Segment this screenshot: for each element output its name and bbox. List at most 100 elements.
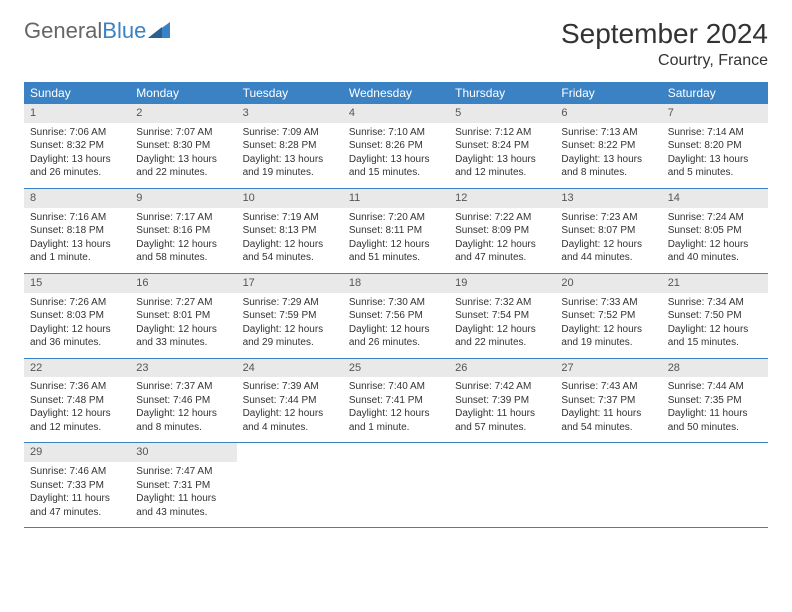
sunrise-text: Sunrise: 7:40 AM xyxy=(349,380,443,394)
day-body: Sunrise: 7:27 AMSunset: 8:01 PMDaylight:… xyxy=(130,293,236,358)
daylight-line2: and 12 minutes. xyxy=(30,421,124,435)
daylight-line1: Daylight: 13 hours xyxy=(30,238,124,252)
day-number: 8 xyxy=(24,189,130,208)
calendar-day-cell xyxy=(237,443,343,528)
day-number: 22 xyxy=(24,359,130,378)
day-number: 3 xyxy=(237,104,343,123)
daylight-line2: and 29 minutes. xyxy=(243,336,337,350)
day-body: Sunrise: 7:43 AMSunset: 7:37 PMDaylight:… xyxy=(555,377,661,442)
day-number: 2 xyxy=(130,104,236,123)
sunset-text: Sunset: 8:13 PM xyxy=(243,224,337,238)
calendar-day-cell: 23Sunrise: 7:37 AMSunset: 7:46 PMDayligh… xyxy=(130,358,236,443)
sunrise-text: Sunrise: 7:37 AM xyxy=(136,380,230,394)
sunrise-text: Sunrise: 7:24 AM xyxy=(668,211,762,225)
sunset-text: Sunset: 8:16 PM xyxy=(136,224,230,238)
day-number: 6 xyxy=(555,104,661,123)
daylight-line2: and 1 minute. xyxy=(30,251,124,265)
daylight-line1: Daylight: 13 hours xyxy=(668,153,762,167)
sunset-text: Sunset: 8:22 PM xyxy=(561,139,655,153)
calendar-day-cell: 28Sunrise: 7:44 AMSunset: 7:35 PMDayligh… xyxy=(662,358,768,443)
day-number: 17 xyxy=(237,274,343,293)
day-number: 10 xyxy=(237,189,343,208)
daylight-line2: and 54 minutes. xyxy=(243,251,337,265)
sunrise-text: Sunrise: 7:32 AM xyxy=(455,296,549,310)
day-number: 24 xyxy=(237,359,343,378)
sunset-text: Sunset: 8:07 PM xyxy=(561,224,655,238)
calendar-day-cell: 3Sunrise: 7:09 AMSunset: 8:28 PMDaylight… xyxy=(237,104,343,188)
calendar-day-cell: 8Sunrise: 7:16 AMSunset: 8:18 PMDaylight… xyxy=(24,188,130,273)
daylight-line1: Daylight: 11 hours xyxy=(668,407,762,421)
sunrise-text: Sunrise: 7:33 AM xyxy=(561,296,655,310)
daylight-line2: and 47 minutes. xyxy=(30,506,124,520)
sunrise-text: Sunrise: 7:10 AM xyxy=(349,126,443,140)
sunrise-text: Sunrise: 7:44 AM xyxy=(668,380,762,394)
sunset-text: Sunset: 8:32 PM xyxy=(30,139,124,153)
calendar-day-cell: 11Sunrise: 7:20 AMSunset: 8:11 PMDayligh… xyxy=(343,188,449,273)
day-number: 19 xyxy=(449,274,555,293)
calendar-day-cell: 21Sunrise: 7:34 AMSunset: 7:50 PMDayligh… xyxy=(662,273,768,358)
daylight-line2: and 51 minutes. xyxy=(349,251,443,265)
weekday-header: Sunday xyxy=(24,82,130,104)
sunset-text: Sunset: 7:48 PM xyxy=(30,394,124,408)
sunset-text: Sunset: 7:41 PM xyxy=(349,394,443,408)
sunrise-text: Sunrise: 7:36 AM xyxy=(30,380,124,394)
sunset-text: Sunset: 7:33 PM xyxy=(30,479,124,493)
daylight-line1: Daylight: 13 hours xyxy=(243,153,337,167)
daylight-line1: Daylight: 12 hours xyxy=(136,323,230,337)
sunset-text: Sunset: 8:18 PM xyxy=(30,224,124,238)
sunrise-text: Sunrise: 7:13 AM xyxy=(561,126,655,140)
sunset-text: Sunset: 8:09 PM xyxy=(455,224,549,238)
daylight-line1: Daylight: 11 hours xyxy=(561,407,655,421)
daylight-line1: Daylight: 12 hours xyxy=(455,323,549,337)
sunrise-text: Sunrise: 7:19 AM xyxy=(243,211,337,225)
daylight-line2: and 43 minutes. xyxy=(136,506,230,520)
day-number: 23 xyxy=(130,359,236,378)
day-body: Sunrise: 7:07 AMSunset: 8:30 PMDaylight:… xyxy=(130,123,236,188)
sunset-text: Sunset: 8:26 PM xyxy=(349,139,443,153)
calendar-day-cell: 9Sunrise: 7:17 AMSunset: 8:16 PMDaylight… xyxy=(130,188,236,273)
sunset-text: Sunset: 7:56 PM xyxy=(349,309,443,323)
sunrise-text: Sunrise: 7:12 AM xyxy=(455,126,549,140)
day-number: 30 xyxy=(130,443,236,462)
day-number: 25 xyxy=(343,359,449,378)
sunrise-text: Sunrise: 7:17 AM xyxy=(136,211,230,225)
sunset-text: Sunset: 7:35 PM xyxy=(668,394,762,408)
day-body: Sunrise: 7:33 AMSunset: 7:52 PMDaylight:… xyxy=(555,293,661,358)
sunset-text: Sunset: 7:59 PM xyxy=(243,309,337,323)
day-body: Sunrise: 7:30 AMSunset: 7:56 PMDaylight:… xyxy=(343,293,449,358)
daylight-line1: Daylight: 12 hours xyxy=(349,238,443,252)
calendar-day-cell xyxy=(662,443,768,528)
day-body: Sunrise: 7:12 AMSunset: 8:24 PMDaylight:… xyxy=(449,123,555,188)
day-number: 9 xyxy=(130,189,236,208)
calendar-day-cell: 27Sunrise: 7:43 AMSunset: 7:37 PMDayligh… xyxy=(555,358,661,443)
day-body: Sunrise: 7:19 AMSunset: 8:13 PMDaylight:… xyxy=(237,208,343,273)
daylight-line1: Daylight: 13 hours xyxy=(30,153,124,167)
day-body: Sunrise: 7:20 AMSunset: 8:11 PMDaylight:… xyxy=(343,208,449,273)
sunset-text: Sunset: 8:30 PM xyxy=(136,139,230,153)
calendar-day-cell: 20Sunrise: 7:33 AMSunset: 7:52 PMDayligh… xyxy=(555,273,661,358)
daylight-line2: and 40 minutes. xyxy=(668,251,762,265)
sunset-text: Sunset: 8:01 PM xyxy=(136,309,230,323)
daylight-line1: Daylight: 12 hours xyxy=(349,323,443,337)
sunset-text: Sunset: 8:03 PM xyxy=(30,309,124,323)
day-body: Sunrise: 7:46 AMSunset: 7:33 PMDaylight:… xyxy=(24,462,130,527)
calendar-day-cell: 10Sunrise: 7:19 AMSunset: 8:13 PMDayligh… xyxy=(237,188,343,273)
day-number: 16 xyxy=(130,274,236,293)
daylight-line1: Daylight: 12 hours xyxy=(668,238,762,252)
logo-icon xyxy=(148,18,170,44)
day-number: 12 xyxy=(449,189,555,208)
calendar-day-cell xyxy=(555,443,661,528)
sunrise-text: Sunrise: 7:27 AM xyxy=(136,296,230,310)
day-body: Sunrise: 7:34 AMSunset: 7:50 PMDaylight:… xyxy=(662,293,768,358)
day-number: 26 xyxy=(449,359,555,378)
sunset-text: Sunset: 8:11 PM xyxy=(349,224,443,238)
weekday-header: Thursday xyxy=(449,82,555,104)
sunset-text: Sunset: 7:52 PM xyxy=(561,309,655,323)
day-body: Sunrise: 7:13 AMSunset: 8:22 PMDaylight:… xyxy=(555,123,661,188)
calendar-week-row: 8Sunrise: 7:16 AMSunset: 8:18 PMDaylight… xyxy=(24,188,768,273)
calendar-week-row: 29Sunrise: 7:46 AMSunset: 7:33 PMDayligh… xyxy=(24,443,768,528)
calendar-day-cell: 18Sunrise: 7:30 AMSunset: 7:56 PMDayligh… xyxy=(343,273,449,358)
day-body: Sunrise: 7:47 AMSunset: 7:31 PMDaylight:… xyxy=(130,462,236,527)
daylight-line2: and 57 minutes. xyxy=(455,421,549,435)
calendar-day-cell: 14Sunrise: 7:24 AMSunset: 8:05 PMDayligh… xyxy=(662,188,768,273)
